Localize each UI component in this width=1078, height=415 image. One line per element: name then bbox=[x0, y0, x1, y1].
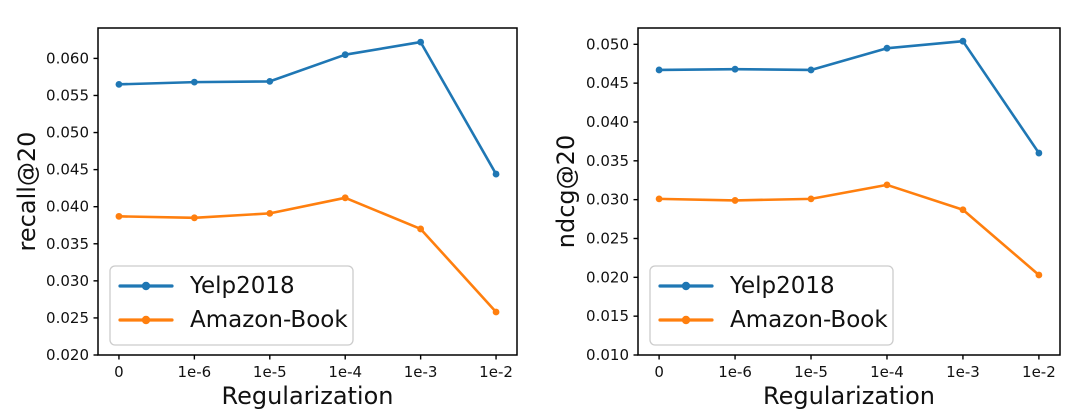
y-axis-tick-label: 0.060 bbox=[46, 49, 89, 67]
plot-frame bbox=[637, 27, 1061, 356]
x-axis-tick-label: 1e-5 bbox=[794, 363, 828, 381]
x-axis-tick-label: 1e-4 bbox=[870, 363, 904, 381]
data-point-amazon-book bbox=[266, 209, 274, 217]
data-point-amazon-book bbox=[959, 206, 967, 214]
data-point-yelp2018 bbox=[807, 66, 815, 74]
plot-frame bbox=[97, 27, 518, 356]
legend-label: Amazon-Book bbox=[730, 307, 888, 333]
data-point-yelp2018 bbox=[190, 78, 198, 86]
data-point-yelp2018 bbox=[1035, 149, 1043, 157]
x-axis-tick-label: 1e-6 bbox=[718, 363, 752, 381]
y-axis-tick-label: 0.030 bbox=[586, 191, 629, 209]
x-axis-tick-label: 1e-5 bbox=[253, 363, 287, 381]
y-axis-tick-label: 0.045 bbox=[46, 161, 89, 179]
y-axis-tick-label: 0.020 bbox=[46, 346, 89, 364]
legend-circle-marker bbox=[681, 315, 691, 325]
data-point-yelp2018 bbox=[731, 65, 739, 73]
series-line-yelp2018 bbox=[657, 39, 1041, 155]
series-line-yelp2018 bbox=[117, 40, 498, 176]
x-axis-tick-label: 1e-2 bbox=[479, 363, 513, 381]
data-point-amazon-book bbox=[1035, 271, 1043, 279]
data-point-amazon-book bbox=[417, 225, 425, 233]
y-axis-tick-label: 0.035 bbox=[46, 235, 89, 253]
y-axis-tick-label: 0.025 bbox=[46, 309, 89, 327]
y-axis-tick-label: 0.030 bbox=[46, 272, 89, 290]
data-point-yelp2018 bbox=[341, 51, 349, 59]
x-axis-tick-label: 1e-3 bbox=[946, 363, 980, 381]
legend-label: Amazon-Book bbox=[190, 307, 348, 333]
x-axis-tick-label: 1e-6 bbox=[178, 363, 212, 381]
legend-circle-marker bbox=[141, 315, 151, 325]
y-axis-tick-label: 0.045 bbox=[586, 74, 629, 92]
x-axis-tick-label: 0 bbox=[654, 363, 664, 381]
y-axis-tick-label: 0.020 bbox=[586, 268, 629, 286]
data-point-yelp2018 bbox=[115, 80, 123, 88]
y-axis-tick-label: 0.055 bbox=[46, 86, 89, 104]
data-point-amazon-book bbox=[883, 181, 891, 189]
data-point-amazon-book bbox=[731, 197, 739, 204]
legend-circle-marker bbox=[681, 281, 691, 291]
recall-at-20-chart: 0.020 0.025 0.030 0.035 0.040 0.045 0.050 0.055… bbox=[13, 27, 518, 410]
series-line-amazon-book bbox=[657, 183, 1041, 277]
data-point-yelp2018 bbox=[492, 170, 500, 178]
data-point-amazon-book bbox=[115, 212, 123, 220]
y-axis-tick-label: 0.050 bbox=[586, 35, 629, 53]
y-axis-tick-label: 0.050 bbox=[46, 124, 89, 142]
data-point-amazon-book bbox=[807, 195, 815, 203]
x-axis-label: Regularization bbox=[222, 382, 394, 410]
series-line-amazon-book bbox=[117, 196, 498, 314]
y-axis-label: ndcg@20 bbox=[552, 135, 580, 248]
y-axis-tick-label: 0.040 bbox=[46, 198, 89, 216]
legend-label: Yelp2018 bbox=[729, 273, 835, 299]
y-axis-tick-label: 0.010 bbox=[586, 346, 629, 364]
x-axis-tick-label: 1e-4 bbox=[328, 363, 362, 381]
ndcg-at-20-chart: 0.010 0.015 0.020 0.025 0.030 0.035 0.040 0.045… bbox=[552, 27, 1061, 410]
y-axis-tick-label: 0.035 bbox=[586, 152, 629, 170]
y-axis-tick-label: 0.040 bbox=[586, 113, 629, 131]
x-axis-tick-label: 1e-3 bbox=[404, 363, 438, 381]
data-point-yelp2018 bbox=[655, 66, 663, 74]
data-point-amazon-book bbox=[492, 308, 500, 316]
data-point-amazon-book bbox=[190, 214, 198, 222]
data-point-yelp2018 bbox=[883, 44, 891, 52]
x-axis-label: Regularization bbox=[763, 382, 935, 410]
data-point-yelp2018 bbox=[266, 77, 274, 85]
y-axis-tick-label: 0.015 bbox=[586, 307, 629, 325]
x-axis-tick-label: 1e-2 bbox=[1022, 363, 1056, 381]
x-axis-tick-label: 0 bbox=[114, 363, 124, 381]
legend-label: Yelp2018 bbox=[189, 273, 295, 299]
legend-circle-marker bbox=[141, 281, 151, 291]
data-point-amazon-book bbox=[341, 194, 349, 202]
data-point-yelp2018 bbox=[959, 37, 967, 45]
y-axis-label: recall@20 bbox=[13, 132, 41, 252]
y-axis-tick-label: 0.025 bbox=[586, 229, 629, 247]
data-point-yelp2018 bbox=[417, 38, 425, 46]
data-point-amazon-book bbox=[655, 195, 663, 203]
